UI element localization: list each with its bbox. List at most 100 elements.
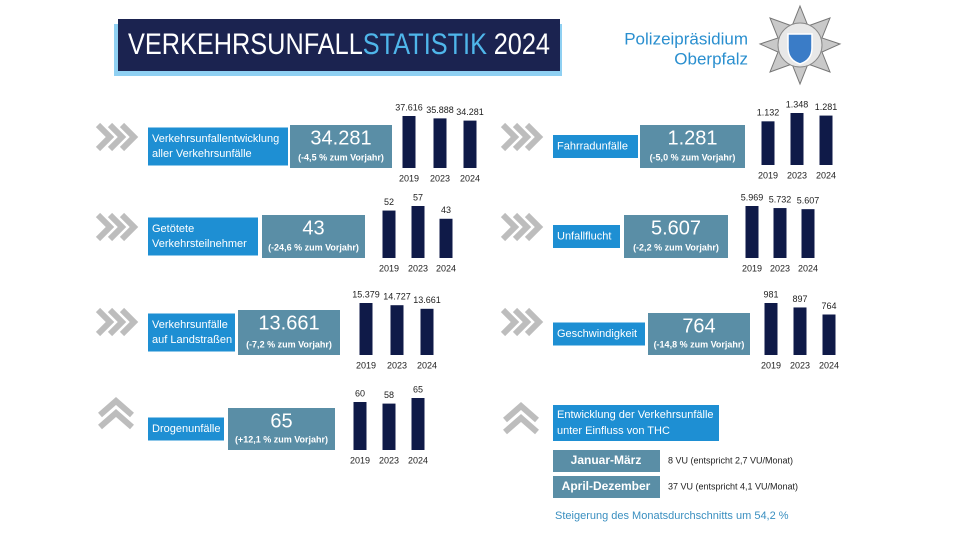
value-label: 13.661: [413, 295, 441, 305]
thc-period-box: [553, 476, 660, 498]
bar: [819, 115, 833, 165]
thc-title: Entwicklung der Verkehrsunfälle: [557, 409, 714, 421]
value-label: 1.281: [815, 102, 838, 112]
number-box: [262, 215, 365, 258]
label-box: [148, 217, 258, 256]
x-tick-label: 2024: [408, 455, 428, 465]
x-tick-label: 2019: [379, 263, 399, 273]
chevrons: [95, 122, 544, 435]
panel-title: Verkehrsteilnehmer: [152, 238, 247, 250]
value-label: 37.616: [395, 102, 423, 112]
panel-title: aller Verkehrsunfälle: [152, 148, 252, 160]
change: (-5,0 % zum Vorjahr): [650, 152, 736, 162]
x-tick-label: 2019: [356, 360, 376, 370]
x-tick-label: 2024: [417, 360, 437, 370]
change: (-7,2 % zum Vorjahr): [246, 339, 332, 349]
headline: 764: [682, 315, 715, 337]
bar: [790, 113, 804, 165]
x-tick-label: 2024: [460, 173, 480, 183]
value-label: 35.888: [426, 105, 454, 115]
label-box: [148, 417, 224, 441]
change: (+12,1 % zum Vorjahr): [235, 434, 328, 444]
x-tick-label: 2023: [408, 263, 428, 273]
x-tick-label: 2023: [379, 455, 399, 465]
label-box: [148, 313, 235, 352]
thc-title-box: [553, 405, 719, 441]
number-box: [648, 313, 750, 355]
bar: [822, 314, 836, 355]
bar: [433, 118, 447, 168]
value-label: 5.732: [769, 194, 792, 204]
header-box: [118, 19, 560, 71]
thc-period-box: [553, 450, 660, 472]
org-name: Oberpfalz: [674, 49, 748, 68]
header-title: VERKEHRSUNFALLSTATISTIK2024: [128, 28, 550, 61]
label-box: [553, 135, 638, 158]
value-label: 14.727: [383, 292, 411, 302]
x-tick-label: 2023: [770, 263, 790, 273]
bar: [463, 120, 477, 168]
change: (-14,8 % zum Vorjahr): [654, 339, 745, 349]
value-label: 5.607: [797, 196, 820, 206]
x-tick-label: 2024: [819, 360, 839, 370]
bar: [761, 121, 775, 165]
number-box: [290, 125, 392, 168]
value-label: 43: [441, 205, 451, 215]
x-tick-label: 2019: [399, 173, 419, 183]
value-label: 15.379: [352, 289, 380, 299]
bar: [801, 209, 815, 258]
panel-title: Fahrradunfälle: [557, 140, 628, 152]
thc-period: April-Dezember: [562, 479, 651, 493]
x-tick-label: 2019: [350, 455, 370, 465]
value-label: 60: [355, 388, 365, 398]
police-badge: [758, 4, 842, 86]
value-label: 764: [821, 301, 836, 311]
headline: 13.661: [258, 312, 319, 334]
org-name: Polizeipräsidium: [624, 29, 748, 48]
change: (-2,2 % zum Vorjahr): [633, 242, 719, 252]
value-label: 1.132: [757, 108, 780, 118]
bar: [411, 206, 425, 258]
bar: [390, 305, 404, 355]
value-label: 1.348: [786, 99, 809, 109]
value-label: 57: [413, 192, 423, 202]
value-label: 58: [384, 390, 394, 400]
value-label: 897: [792, 294, 807, 304]
bar: [793, 307, 807, 355]
headline: 5.607: [651, 217, 701, 239]
thc-period: Januar-März: [571, 453, 642, 467]
bar: [745, 206, 759, 258]
bar: [382, 403, 396, 450]
bar: [439, 218, 453, 258]
x-tick-label: 2019: [758, 170, 778, 180]
label-box: [148, 127, 288, 166]
panel-title: Drogenunfälle: [152, 423, 221, 435]
headline: 43: [302, 217, 324, 239]
x-tick-label: 2024: [798, 263, 818, 273]
thc-count: 37 VU (entspricht 4,1 VU/Monat): [668, 481, 798, 491]
bar: [411, 398, 425, 450]
thc-footer: Steigerung des Monatsdurchschnitts um 54…: [555, 510, 789, 522]
number-box: [624, 215, 728, 258]
bar: [402, 116, 416, 168]
value-label: 52: [384, 197, 394, 207]
panel-title: Verkehrsunfallentwicklung: [152, 133, 279, 145]
value-label: 5.969: [741, 192, 764, 202]
x-tick-label: 2023: [387, 360, 407, 370]
title-part: 2024: [494, 28, 550, 61]
panel-title: Verkehrsunfälle: [152, 319, 228, 331]
panel-title: Geschwindigkeit: [557, 328, 637, 340]
thc-count: 8 VU (entspricht 2,7 VU/Monat): [668, 455, 793, 465]
panel-title: auf Landstraßen: [152, 334, 232, 346]
value-label: 981: [763, 289, 778, 299]
change: (-24,6 % zum Vorjahr): [268, 242, 359, 252]
label-box: [553, 225, 620, 248]
bar: [773, 208, 787, 258]
number-box: [238, 310, 340, 355]
panel-title: Unfallflucht: [557, 230, 611, 242]
bar: [382, 210, 396, 258]
bar: [420, 308, 434, 355]
x-tick-label: 2023: [790, 360, 810, 370]
